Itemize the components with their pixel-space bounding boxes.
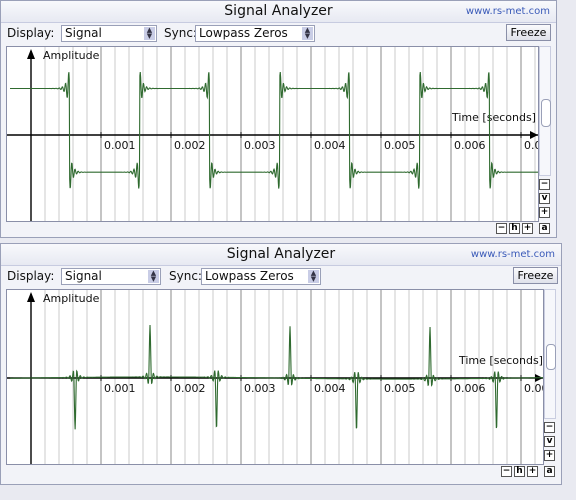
signal-chart-1: 0.001 0.002 0.003 0.004 0.005 0.006 0.007 Ampli… xyxy=(7,47,538,221)
zoom-in-y-minus-button[interactable]: − xyxy=(544,422,555,433)
vertical-scroll-thumb[interactable] xyxy=(541,99,551,127)
updown-arrow-icon: ▲ ▼ xyxy=(144,27,155,40)
rs-met-link[interactable]: www.rs-met.com xyxy=(470,249,555,260)
zoom-in-x-button[interactable]: + xyxy=(527,466,538,477)
signal-plot-2[interactable]: 0.001 0.002 0.003 0.004 0.005 0.006 0.007 Ampli… xyxy=(6,289,544,465)
vertical-scrollbar[interactable] xyxy=(544,289,556,419)
sync-label: Sync: xyxy=(169,269,202,283)
y-axis-arrow xyxy=(27,292,35,302)
sync-select[interactable]: Lowpass Zeros ▲ ▼ xyxy=(201,268,321,285)
x-tick-label: 0.001 xyxy=(104,382,136,395)
y-axis-label: Amplitude xyxy=(43,49,100,62)
x-tick-label: 0.007 xyxy=(524,382,543,395)
sync-select[interactable]: Lowpass Zeros ▲ ▼ xyxy=(195,25,315,42)
zoom-v-button[interactable]: v xyxy=(544,436,555,447)
window-title: Signal Analyzer xyxy=(1,244,561,266)
updown-arrow-icon: ▲ ▼ xyxy=(308,270,319,283)
signal-plot-1[interactable]: 0.001 0.002 0.003 0.004 0.005 0.006 0.007 Ampli… xyxy=(6,46,539,222)
x-tick-label: 0.005 xyxy=(384,139,416,152)
vertical-scrollbar[interactable] xyxy=(539,46,551,176)
zoom-in-y-minus-button[interactable]: − xyxy=(539,179,550,190)
x-tick-label: 0.005 xyxy=(384,382,416,395)
y-axis-arrow xyxy=(27,49,35,59)
x-tick-label: 0.002 xyxy=(174,382,206,395)
display-label: Display: xyxy=(7,269,55,283)
zoom-all-button[interactable]: a xyxy=(544,466,555,477)
x-tick-label: 0.004 xyxy=(314,139,346,152)
signal-trace xyxy=(10,71,538,189)
x-tick-label: 0.007 xyxy=(524,139,538,152)
zoom-h-button[interactable]: h xyxy=(514,466,525,477)
zoom-v-button[interactable]: v xyxy=(539,193,550,204)
window-title: Signal Analyzer xyxy=(1,1,556,23)
display-label: Display: xyxy=(7,26,55,40)
x-tick-label: 0.006 xyxy=(454,382,486,395)
display-select-value: Signal xyxy=(65,269,102,283)
x-tick-label: 0.001 xyxy=(104,139,136,152)
x-axis-arrow xyxy=(530,131,538,139)
x-axis-label: Time [seconds] xyxy=(458,354,543,367)
signal-chart-2: 0.001 0.002 0.003 0.004 0.005 0.006 0.007 Ampli… xyxy=(7,290,543,464)
x-tick-label: 0.003 xyxy=(244,382,276,395)
zoom-in-x-button[interactable]: + xyxy=(522,223,533,234)
updown-arrow-icon: ▲ ▼ xyxy=(148,270,159,283)
zoom-out-x-button[interactable]: − xyxy=(496,223,507,234)
x-tick-label: 0.003 xyxy=(244,139,276,152)
zoom-out-x-button[interactable]: − xyxy=(501,466,512,477)
zoom-h-button[interactable]: h xyxy=(509,223,520,234)
x-axis-label: Time [seconds] xyxy=(451,111,536,124)
sync-label: Sync: xyxy=(164,26,197,40)
display-select-value: Signal xyxy=(65,26,102,40)
display-select[interactable]: Signal ▲ ▼ xyxy=(61,268,161,285)
zoom-in-y-plus-button[interactable]: + xyxy=(539,207,550,218)
signal-analyzer-panel-2: Signal Analyzer www.rs-met.com Display: … xyxy=(0,243,562,485)
signal-analyzer-panel-1: Signal Analyzer www.rs-met.com Display: … xyxy=(0,0,557,238)
x-tick-label: 0.006 xyxy=(454,139,486,152)
x-tick-label: 0.004 xyxy=(314,382,346,395)
zoom-all-button[interactable]: a xyxy=(539,223,550,234)
vertical-scroll-thumb[interactable] xyxy=(546,344,556,370)
sync-select-value: Lowpass Zeros xyxy=(205,269,294,283)
signal-trace xyxy=(9,324,543,430)
freeze-button[interactable]: Freeze xyxy=(513,267,558,284)
freeze-button[interactable]: Freeze xyxy=(506,24,551,41)
display-select[interactable]: Signal ▲ ▼ xyxy=(61,25,157,42)
sync-select-value: Lowpass Zeros xyxy=(199,26,288,40)
x-tick-label: 0.002 xyxy=(174,139,206,152)
updown-arrow-icon: ▲ ▼ xyxy=(302,27,313,40)
rs-met-link[interactable]: www.rs-met.com xyxy=(465,6,550,17)
zoom-in-y-plus-button[interactable]: + xyxy=(544,450,555,461)
y-axis-label: Amplitude xyxy=(43,292,100,305)
